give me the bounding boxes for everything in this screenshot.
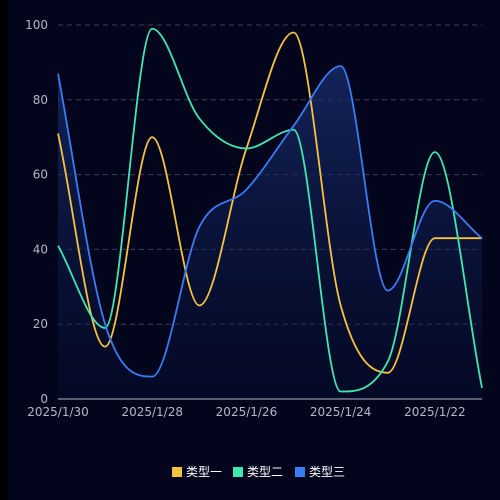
x-tick-label: 2025/1/24 xyxy=(310,405,372,419)
x-axis: 2025/1/30 2025/1/28 2025/1/26 2025/1/24 2025… xyxy=(27,398,482,419)
series-lines xyxy=(57,27,483,393)
x-tick-label: 2025/1/30 xyxy=(27,405,89,419)
y-tick-label: 20 xyxy=(33,317,48,331)
series-line-3 xyxy=(57,65,483,378)
x-tick-label: 2025/1/28 xyxy=(121,405,183,419)
y-axis: 0 20 40 60 80 100 xyxy=(25,18,48,406)
series-area-3 xyxy=(58,66,482,399)
legend-label-3: 类型三 xyxy=(309,465,345,479)
y-tick-label: 0 xyxy=(40,392,48,406)
x-tick-label: 2025/1/26 xyxy=(216,405,278,419)
legend-label-2: 类型二 xyxy=(247,465,283,479)
legend-label-1: 类型一 xyxy=(186,465,222,479)
legend-swatch-1 xyxy=(172,467,182,477)
x-tick-label: 2025/1/22 xyxy=(404,405,466,419)
y-tick-label: 40 xyxy=(33,242,48,256)
y-tick-label: 80 xyxy=(33,93,48,107)
legend-swatch-3 xyxy=(295,467,305,477)
y-tick-label: 100 xyxy=(25,18,48,32)
series-line-2 xyxy=(57,27,483,393)
legend[interactable]: 类型一 类型二 类型三 xyxy=(172,465,345,479)
legend-swatch-2 xyxy=(233,467,243,477)
area-fill xyxy=(58,66,482,399)
y-tick-label: 60 xyxy=(33,168,48,182)
